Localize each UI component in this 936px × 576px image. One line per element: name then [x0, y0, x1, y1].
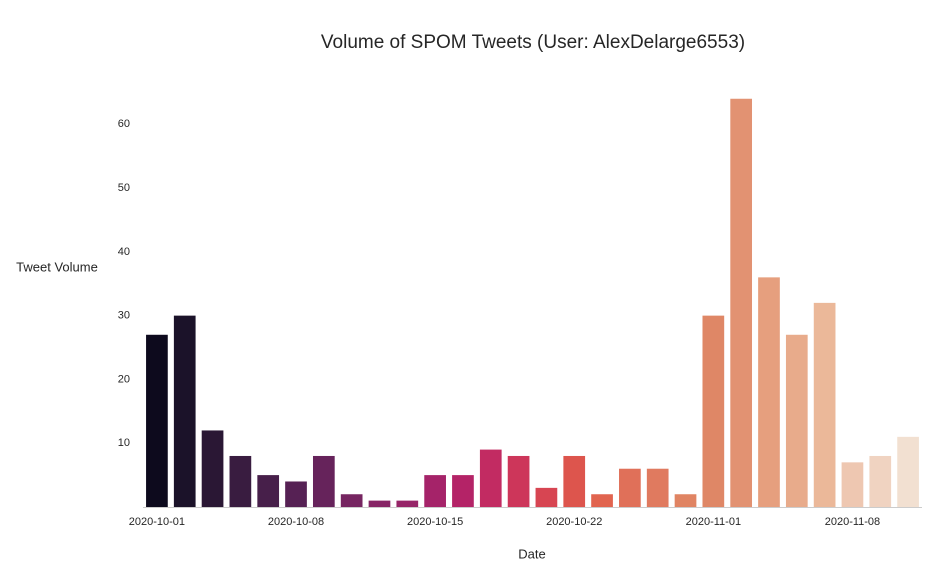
- x-tick-label: 2020-10-22: [546, 516, 602, 528]
- y-tick-label: 20: [118, 373, 130, 385]
- bar: [396, 500, 419, 507]
- bar: [841, 462, 864, 507]
- bar: [312, 455, 335, 507]
- bar: [201, 430, 224, 507]
- x-tick-label: 2020-10-15: [407, 516, 463, 528]
- bar: [424, 475, 446, 507]
- x-axis-label: Date: [518, 546, 545, 561]
- bar: [257, 475, 280, 507]
- bar: [452, 475, 474, 507]
- bar: [535, 487, 558, 507]
- bar: [563, 455, 586, 507]
- bar: [813, 302, 836, 507]
- bar: [591, 494, 613, 507]
- chart-title: Volume of SPOM Tweets (User: AlexDelarge…: [321, 32, 745, 53]
- y-tick-label: 60: [118, 118, 130, 130]
- y-tick-label: 50: [118, 182, 130, 194]
- x-tick-label: 2020-11-01: [686, 516, 741, 528]
- bar: [869, 455, 892, 507]
- bar: [479, 449, 502, 507]
- x-tick-label: 2020-10-01: [129, 516, 185, 528]
- bar: [702, 315, 725, 507]
- bar: [368, 500, 391, 507]
- y-tick-label: 40: [118, 246, 130, 258]
- y-tick-label: 10: [118, 437, 130, 449]
- bar: [173, 315, 196, 507]
- bar: [507, 455, 530, 507]
- bar: [646, 468, 669, 507]
- x-tick-label: 2020-10-08: [268, 516, 324, 528]
- bar: [619, 468, 641, 507]
- bar: [285, 481, 307, 507]
- bar: [146, 334, 168, 507]
- bar: [674, 494, 697, 507]
- bar: [730, 98, 753, 508]
- x-tick-label: 2020-11-08: [825, 516, 880, 528]
- bar: [340, 494, 363, 507]
- y-tick-label: 30: [118, 310, 130, 322]
- bar: [758, 277, 780, 507]
- bar: [229, 455, 252, 507]
- bar: [897, 436, 919, 507]
- y-axis-label: Tweet Volume: [16, 259, 98, 274]
- bar: [785, 334, 808, 507]
